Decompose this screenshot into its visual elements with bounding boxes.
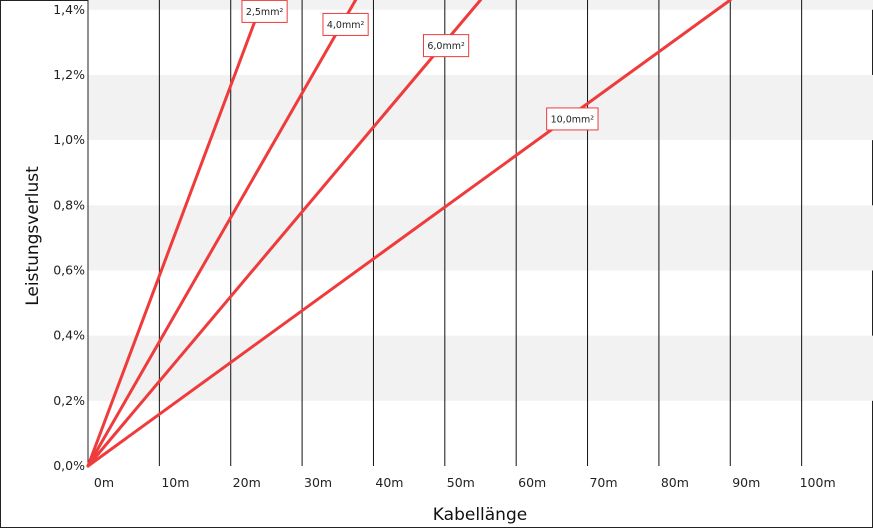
y-tick-label: 0,6% <box>53 262 85 277</box>
y-axis-title: Leistungsverlust <box>23 166 43 306</box>
series-label: 10,0mm² <box>546 107 599 131</box>
x-tick-label: 30m <box>304 475 332 490</box>
grid-band <box>88 74 873 141</box>
y-tick-label: 0,8% <box>53 197 85 212</box>
series-label-box <box>322 12 369 36</box>
series-label: 4,0mm² <box>322 12 369 36</box>
y-tick-label: 0,4% <box>53 328 85 343</box>
y-tick-label: 1,2% <box>53 67 85 82</box>
x-axis-title: Kabellänge <box>433 505 527 525</box>
series-label-text: 2,5mm² <box>246 7 284 18</box>
x-tick-label: 10m <box>161 475 189 490</box>
x-tick-label: 100m <box>800 475 836 490</box>
series-label-text: 6,0mm² <box>427 41 465 52</box>
series-line <box>86 0 265 468</box>
series-label-box <box>546 107 599 131</box>
series-label-box <box>422 34 470 58</box>
series-label: 6,0mm² <box>422 34 470 58</box>
y-tick-label: 0,2% <box>53 393 85 408</box>
y-tick-label: 0,0% <box>53 458 85 473</box>
x-tick-label: 0m <box>94 475 114 490</box>
x-tick-label: 20m <box>233 475 261 490</box>
x-tick-label: 40m <box>375 475 403 490</box>
series-label-text: 10,0mm² <box>551 114 595 125</box>
x-tick-label: 50m <box>447 475 475 490</box>
x-tick-label: 60m <box>518 475 546 490</box>
series-label-text: 4,0mm² <box>327 20 365 31</box>
y-tick-label: 1,4% <box>53 2 85 17</box>
x-tick-label: 80m <box>661 475 689 490</box>
series-line <box>86 0 732 468</box>
y-tick-labels: 0,0% 0,2% 0,4% 0,6% 0,8% 1,0% 1,2% 1,4% <box>53 2 85 473</box>
series-labels: 2,5mm² 4,0mm² 6,0mm² 10,0mm² <box>241 0 599 131</box>
x-tick-labels: 0m 10m 20m 30m 40m 50m 60m 70m 80m 90m 100m <box>94 475 836 490</box>
series-lines <box>86 0 732 468</box>
vertical-gridlines <box>158 0 803 466</box>
series-label: 2,5mm² <box>241 0 288 23</box>
y-tick-label: 1,0% <box>53 132 85 147</box>
x-tick-label: 70m <box>589 475 617 490</box>
horizontal-bands <box>88 0 873 401</box>
grid-band <box>88 335 873 401</box>
grid-band <box>88 0 873 10</box>
series-line <box>86 0 358 468</box>
series-line <box>86 0 482 468</box>
x-tick-label: 90m <box>732 475 760 490</box>
series-label-box <box>241 0 288 23</box>
